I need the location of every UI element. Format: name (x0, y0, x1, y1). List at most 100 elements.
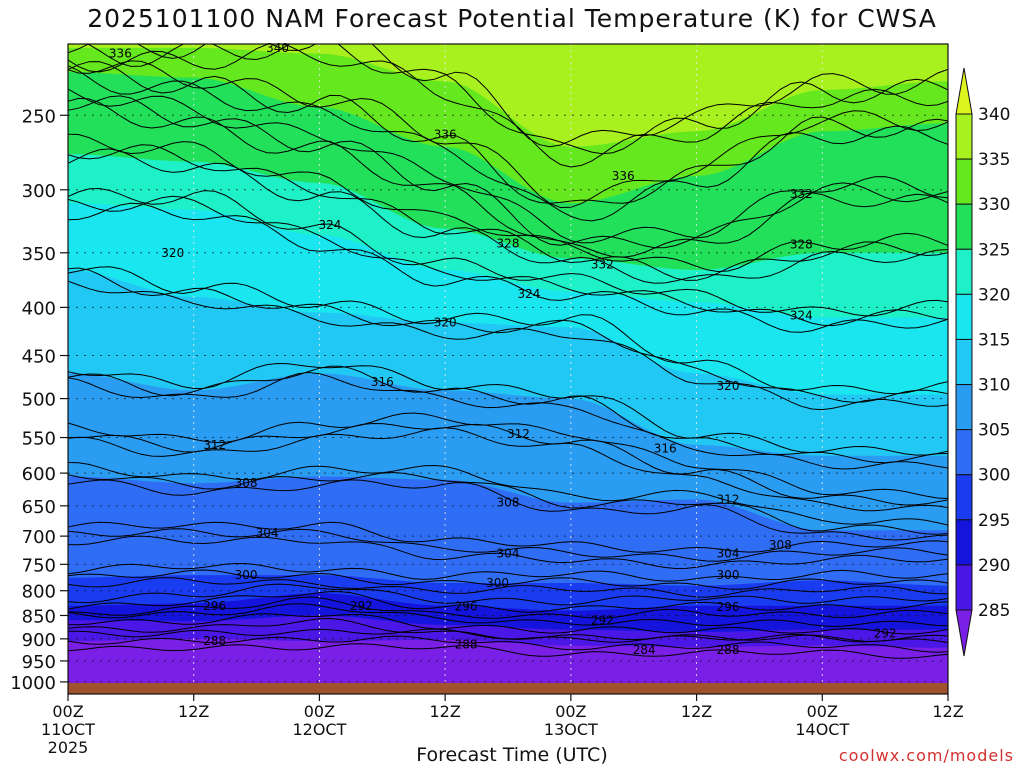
contour-label-328: 328 (497, 236, 520, 250)
grid-lines (68, 44, 948, 694)
x-tick-label: 12Z (681, 702, 712, 721)
y-tick-label: 1000 (10, 673, 56, 694)
contour-label-304: 304 (717, 546, 740, 560)
contour-label-text: 320 (434, 315, 457, 329)
contour-label-312: 312 (507, 427, 530, 441)
x-tick-label: 12Z (932, 702, 963, 721)
isentrope-340-1 (68, 44, 948, 148)
isentrope-296 (68, 591, 948, 613)
contour-label-324: 324 (790, 308, 813, 322)
y-tick-label: 400 (22, 298, 56, 319)
contour-label-292: 292 (591, 613, 614, 627)
contour-label-328: 328 (790, 238, 813, 252)
contour-label-316: 316 (654, 442, 677, 456)
y-tick-label: 300 (22, 181, 56, 202)
y-tick-label: 350 (22, 244, 56, 265)
x-tick-date-label: 14OCT (795, 720, 849, 739)
contour-label-320: 320 (161, 246, 184, 260)
contour-label-text: 304 (497, 546, 520, 560)
contour-label-text: 324 (517, 287, 540, 301)
colorbar-swatch (955, 564, 973, 611)
contour-label-text: 312 (203, 438, 226, 452)
contour-label-316: 316 (371, 375, 394, 389)
y-axis: 250 300 350 400 450 500 550 600 650 700 750 800 850 9… (10, 106, 68, 694)
colorbar-label: 335 (978, 150, 1010, 170)
y-tick-label: 650 (22, 497, 56, 518)
contour-label-text: 336 (434, 127, 457, 141)
contour-label-288: 288 (203, 634, 226, 648)
x-tick-date-label: 13OCT (544, 720, 598, 739)
contour-label-text: 340 (266, 41, 289, 55)
contour-label-312: 312 (203, 438, 226, 452)
contour-label-320: 320 (717, 379, 740, 393)
contour-label-296: 296 (455, 600, 478, 614)
isentrope-316-3 (68, 371, 948, 470)
isentrope-340 (85, 44, 948, 155)
contour-label-312: 312 (717, 492, 740, 506)
isentrope-296-1 (68, 583, 948, 606)
contour-label-text: 336 (612, 169, 635, 183)
contour-label-284: 284 (633, 643, 656, 657)
colorbar-label: 340 (978, 105, 1010, 125)
x-tick-date-label: 11OCT (41, 720, 95, 739)
y-tick-label: 850 (22, 606, 56, 627)
contour-label-340: 340 (266, 41, 289, 55)
contour-label-text: 288 (455, 637, 478, 651)
colorbar-swatch (955, 384, 973, 431)
contour-label-text: 336 (109, 47, 132, 61)
y-tick-label: 250 (22, 106, 56, 127)
contour-label-text: 288 (717, 643, 740, 657)
isentrope-336-3 (68, 65, 948, 222)
contour-label-text: 308 (769, 538, 792, 552)
x-tick-label: 12Z (178, 702, 209, 721)
ground-surface (68, 683, 948, 694)
contour-label-text: 304 (717, 546, 740, 560)
contour-label-336: 336 (109, 47, 132, 61)
contour-label-324: 324 (517, 287, 540, 301)
colorbar-swatch (955, 474, 973, 521)
contour-label-text: 328 (497, 236, 520, 250)
isentrope-304-3 (68, 535, 948, 570)
isentrope-contours (68, 44, 948, 659)
y-tick-label: 700 (22, 527, 56, 548)
y-tick-label: 450 (22, 347, 56, 368)
contour-label-332: 332 (790, 187, 813, 201)
contour-label-text: 288 (203, 634, 226, 648)
contour-label-text: 300 (717, 568, 740, 582)
contour-label-text: 316 (371, 375, 394, 389)
contour-label-320: 320 (434, 315, 457, 329)
y-tick-label: 600 (22, 464, 56, 485)
contour-label-text: 332 (591, 257, 614, 271)
isentrope-300 (68, 569, 948, 590)
isentrope-332-3 (68, 97, 948, 258)
contour-label-308: 308 (769, 538, 792, 552)
contour-label-text: 312 (507, 427, 530, 441)
contour-label-text: 296 (203, 599, 226, 613)
isentrope-324 (68, 195, 948, 327)
contour-label-288: 288 (455, 637, 478, 651)
colorbar-top-arrow (955, 67, 973, 115)
source-credit[interactable]: coolwx.com/models (838, 746, 1014, 765)
contour-label-text: 308 (235, 476, 258, 490)
colorbar-label: 315 (978, 330, 1010, 350)
colorbar-label: 295 (978, 511, 1010, 531)
contour-label-308: 308 (235, 476, 258, 490)
isentrope-304 (68, 528, 948, 562)
isentrope-316 (68, 365, 948, 464)
isentrope-296-3 (68, 596, 948, 619)
isentrope-304-1 (68, 521, 948, 553)
isentrope-288 (68, 635, 948, 653)
contour-label-text: 320 (717, 379, 740, 393)
x-tick-label: 00Z (52, 702, 83, 721)
contour-label-text: 300 (486, 576, 509, 590)
contour-label-324: 324 (318, 218, 341, 232)
y-tick-label: 950 (22, 652, 56, 673)
isentrope-320-1 (68, 266, 948, 395)
isentrope-328-3 (68, 148, 948, 284)
plot-frame (67, 43, 949, 695)
isentrope-292-3 (68, 617, 948, 642)
isentrope-288-3 (68, 643, 948, 659)
isentrope-340-3 (68, 44, 948, 168)
contour-label-300: 300 (235, 568, 258, 582)
